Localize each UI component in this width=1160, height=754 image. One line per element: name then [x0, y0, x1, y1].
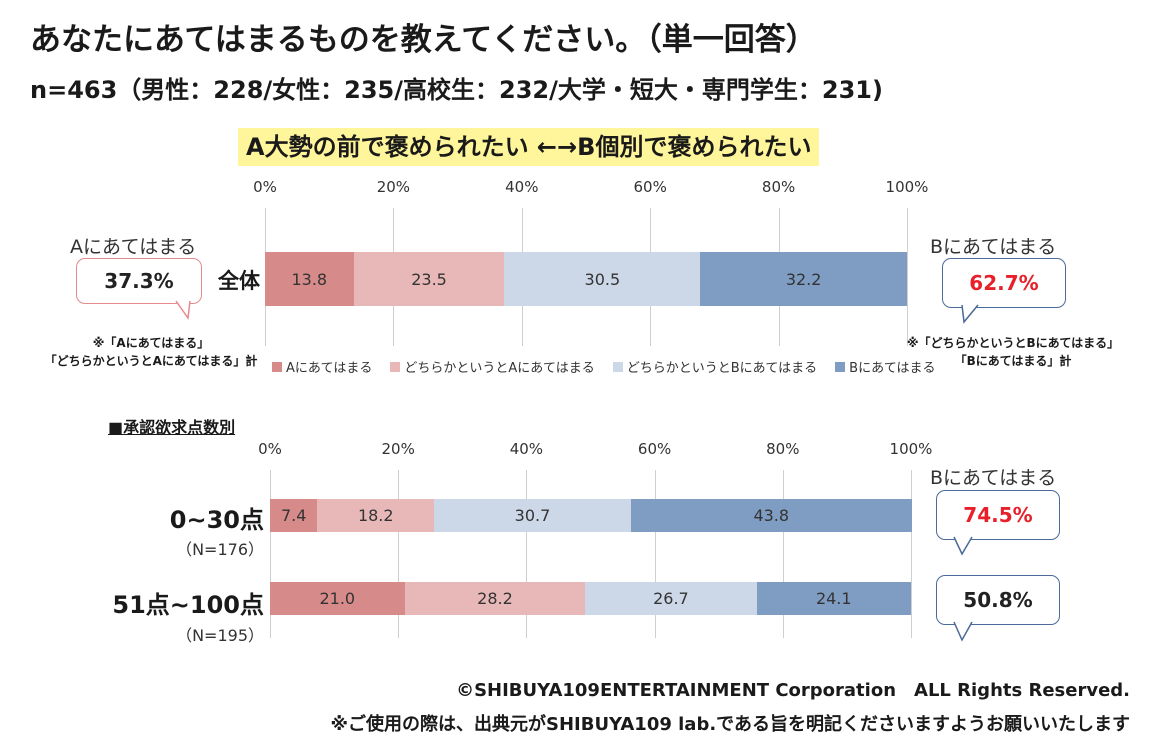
legend-item-lean-a: どちらかというとAにあてはまる — [390, 357, 595, 376]
legend-label-lean-b: どちらかというとBにあてはまる — [626, 361, 818, 376]
tick-label: 60% — [637, 440, 672, 458]
bar-segment — [317, 499, 435, 532]
callout-b-total: 62.7% — [942, 258, 1066, 308]
callout-b-tail — [961, 304, 979, 324]
data-label: 26.7 — [653, 589, 689, 608]
bar-segment — [270, 499, 318, 532]
callout-tail-0-30 — [953, 536, 973, 556]
category-label-0-30: 0~30点 — [169, 506, 264, 534]
grid-line — [270, 470, 271, 638]
page-title: あなたにあてはまるものを教えてください。（単一回答） — [30, 22, 817, 58]
tick-label: 40% — [505, 178, 539, 196]
callout-b-total-0-30: 74.5% — [936, 490, 1060, 540]
data-label: 32.2 — [785, 269, 822, 289]
legend-swatch-lean-b — [612, 361, 623, 372]
legend-swatch-b — [835, 361, 846, 372]
bar-segment — [434, 499, 631, 532]
legend-label-a: Aにあてはまる — [286, 361, 373, 376]
legend-item-b: Bにあてはまる — [835, 357, 936, 376]
tick-label: 100% — [885, 178, 929, 196]
legend-item-lean-b: どちらかというとBにあてはまる — [612, 357, 818, 376]
callout-a-tail — [175, 300, 191, 321]
note-b: ※「どちらかというとBにあてはまる」 「Bにあてはまる」計 — [906, 336, 1120, 368]
data-label: 24.1 — [815, 589, 852, 608]
tick-label: 100% — [889, 440, 933, 458]
grid-line — [782, 470, 784, 638]
grid-line — [526, 470, 528, 638]
callout-b-total-51-100: 50.8% — [936, 575, 1060, 625]
bar-segment — [585, 582, 757, 615]
legend-label-b: Bにあてはまる — [849, 361, 936, 376]
legend-swatch-lean-a — [390, 361, 401, 372]
bar-segment — [353, 252, 505, 306]
bar-segment — [265, 252, 354, 306]
tick-label: 60% — [633, 178, 667, 196]
callout-a-label: Aにあてはまる — [70, 236, 197, 258]
sample-size-subtitle: n=463（男性：228/女性：235/高校生：232/大学・短大・専門学生：2… — [30, 76, 883, 104]
bar-segment — [504, 252, 701, 306]
tick-label: 0% — [258, 440, 282, 458]
data-label: 7.4 — [280, 506, 307, 525]
grid-line — [907, 208, 908, 346]
tick-label: 20% — [376, 178, 411, 196]
bar-row: 13.8 23.5 30.5 32.2 — [0, 252, 907, 306]
section-title: ■承認欲求点数別 — [108, 418, 236, 437]
category-label-51-100: 51点~100点 — [112, 591, 264, 619]
bar-segment — [756, 582, 911, 615]
callout-b-label-bottom: Bにあてはまる — [930, 467, 1057, 489]
bar-segment — [700, 252, 907, 306]
callout-tail-51-100 — [953, 621, 973, 642]
data-label: 23.5 — [411, 269, 447, 289]
grid-line — [911, 470, 912, 638]
data-label: 30.5 — [584, 269, 621, 289]
n-label-51-100: （N=195） — [176, 626, 264, 645]
tick-label: 0% — [253, 178, 277, 196]
bar-segment — [630, 499, 912, 532]
tick-label: 80% — [766, 440, 800, 458]
bar-segment — [270, 582, 405, 615]
data-label: 28.2 — [477, 589, 513, 608]
grid-line — [398, 470, 400, 638]
legend: Aにあてはまる どちらかというとAにあてはまる どちらかというとBにあてはまる … — [272, 357, 936, 376]
note-a: ※「Aにあてはまる」 「どちらかというとAにあてはまる」計 — [44, 336, 258, 368]
usage-note: ※ご使用の際は、出典元がSHIBUYA109 lab.である旨を明記くださいます… — [330, 714, 1131, 735]
bar-segment — [404, 582, 586, 615]
data-label: 43.8 — [753, 506, 790, 525]
callout-a-total: 37.3% — [76, 258, 202, 304]
data-label: 13.8 — [291, 269, 328, 289]
bar-row: 7.4 18.2 30.7 43.8 — [0, 499, 912, 532]
tick-label: 40% — [509, 440, 544, 458]
legend-label-lean-a: どちらかというとAにあてはまる — [404, 361, 595, 376]
n-label-0-30: （N=176） — [176, 540, 264, 559]
data-label: 18.2 — [357, 506, 394, 525]
callout-b-label: Bにあてはまる — [930, 236, 1057, 258]
bar-row: 21.0 28.2 26.7 24.1 — [0, 582, 911, 615]
tick-label: 20% — [381, 440, 415, 458]
tick-label: 80% — [761, 178, 796, 196]
category-label-overall: 全体 — [218, 269, 260, 293]
legend-swatch-a — [272, 361, 282, 372]
grid-line — [654, 470, 656, 638]
data-label: 30.7 — [514, 506, 551, 525]
legend-item-a: Aにあてはまる — [272, 357, 372, 376]
question-banner: A大勢の前で褒められたい ←→B個別で褒められたい — [238, 128, 820, 166]
data-label: 21.0 — [319, 589, 356, 608]
copyright: ©SHIBUYA109ENTERTAINMENT Corporation ALL… — [456, 680, 1130, 701]
